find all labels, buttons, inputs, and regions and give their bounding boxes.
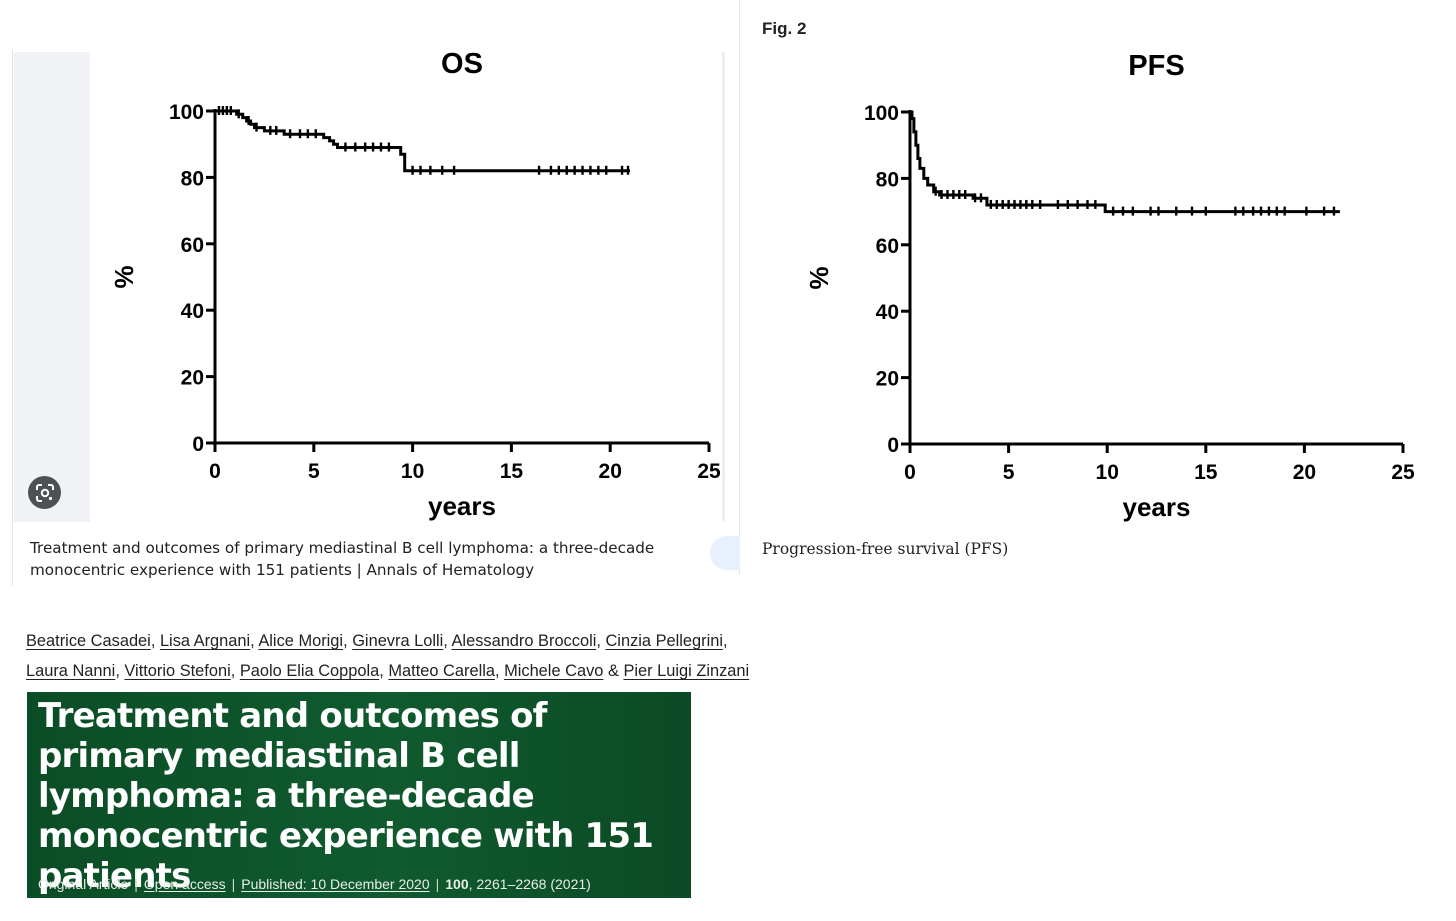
author-link[interactable]: Beatrice Casadei	[26, 632, 151, 650]
x-tick-label: 10	[1096, 461, 1119, 484]
y-axis-title: %	[109, 265, 139, 288]
y-tick-label: 0	[192, 433, 204, 456]
y-tick-label: 60	[876, 235, 899, 258]
author-link[interactable]: Cinzia Pellegrini	[605, 632, 723, 650]
author-link[interactable]: Pier Luigi Zinzani	[623, 662, 750, 680]
google-lens-icon	[35, 483, 54, 502]
survival-curve	[215, 109, 630, 173]
x-axis-title: years	[428, 491, 496, 521]
x-axis-title: years	[1123, 492, 1191, 522]
x-tick-label: 15	[500, 460, 524, 483]
y-tick-label: 100	[169, 101, 204, 124]
y-tick-label: 20	[181, 367, 204, 390]
x-tick-label: 0	[209, 460, 221, 483]
figure-caption: Progression-free survival (PFS)	[762, 540, 1009, 558]
y-tick-label: 20	[876, 368, 899, 391]
x-tick-label: 5	[308, 460, 320, 483]
author-joiner: &	[607, 662, 619, 680]
x-tick-label: 25	[697, 460, 721, 483]
figure-label: Fig. 2	[762, 19, 807, 38]
y-tick-label: 100	[864, 102, 899, 125]
y-tick-label: 40	[181, 300, 204, 323]
x-tick-label: 15	[1194, 461, 1218, 484]
article-type: Original Article	[38, 876, 129, 892]
author-link[interactable]: Matteo Carella	[388, 662, 495, 680]
left-panel-strip	[14, 52, 90, 522]
chart-title: PFS	[1128, 50, 1184, 82]
y-axis-title: %	[804, 266, 834, 289]
google-lens-button[interactable]	[28, 476, 61, 509]
panel-divider	[739, 0, 740, 575]
article-header-banner: Treatment and outcomes of primary medias…	[27, 692, 691, 898]
author-link[interactable]: Lisa Argnani	[159, 632, 251, 650]
open-access-link[interactable]: Open access	[143, 876, 226, 892]
x-tick-label: 0	[904, 461, 916, 484]
meta-separator: |	[435, 876, 440, 892]
x-tick-label: 10	[401, 460, 424, 483]
article-meta: Original Article | Open access | Published: …	[38, 876, 591, 892]
article-title: Treatment and outcomes of primary medias…	[38, 696, 654, 896]
x-tick-label: 20	[599, 460, 622, 483]
survival-curve	[910, 110, 1340, 214]
left-panel-right-edge	[722, 52, 725, 522]
y-tick-label: 80	[181, 167, 204, 190]
author-link[interactable]: Vittorio Stefoni	[124, 662, 231, 680]
y-tick-label: 60	[181, 234, 204, 257]
y-tick-label: 0	[887, 434, 899, 457]
author-link[interactable]: Laura Nanni	[26, 662, 116, 680]
published-date-link[interactable]: Published: 10 December 2020	[241, 876, 430, 892]
meta-separator: |	[231, 876, 236, 892]
os-chart: OS 0 20 40 60 80 100 0 5 10 15 20 25 years%	[109, 48, 721, 521]
left-panel-border	[12, 50, 13, 586]
page-range: , 2261–2268 (2021)	[468, 876, 591, 892]
volume-number: 100	[445, 876, 469, 892]
x-tick-label: 20	[1293, 461, 1316, 484]
author-link[interactable]: Ginevra Lolli	[352, 632, 444, 650]
y-tick-label: 80	[876, 168, 899, 191]
y-tick-label: 40	[876, 301, 899, 324]
meta-separator: |	[134, 876, 138, 892]
author-list: Beatrice Casadei, Lisa Argnani, Alice Mo…	[26, 626, 766, 716]
image-source-caption[interactable]: Treatment and outcomes of primary medias…	[30, 539, 655, 579]
scroll-handle[interactable]	[710, 536, 740, 570]
author-link[interactable]: Alice Morigi	[258, 632, 344, 650]
author-link[interactable]: Paolo Elia Coppola	[239, 662, 380, 680]
chart-title: OS	[441, 48, 483, 80]
x-tick-label: 5	[1003, 461, 1015, 484]
author-link[interactable]: Michele Cavo	[504, 662, 604, 680]
pfs-chart: PFS 0 20 40 60 80 100 0 5 10 15 20 25 years%	[804, 50, 1415, 522]
author-link[interactable]: Alessandro Broccoli	[451, 632, 597, 650]
x-tick-label: 25	[1391, 461, 1415, 484]
